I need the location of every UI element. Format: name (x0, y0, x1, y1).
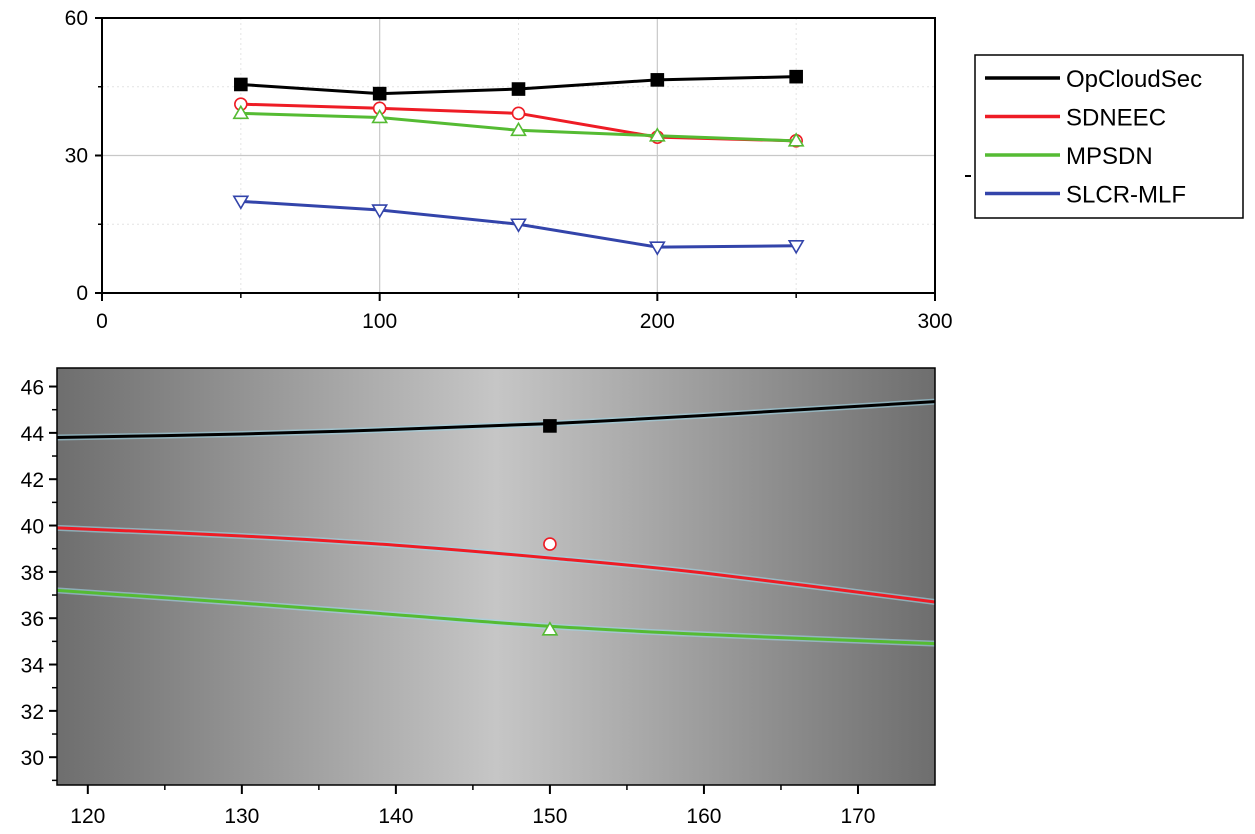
data-point-opcloudsec (650, 73, 665, 87)
zoom-chart-x-tick-label: 150 (532, 805, 567, 828)
zoom-chart-y-tick-label: 44 (21, 423, 45, 446)
series-mpsdn (232, 104, 805, 147)
data-point-opcloudsec (789, 69, 803, 84)
data-point-slcr-mlf (648, 241, 666, 256)
zoom-chart-y-tick-label: 30 (21, 747, 44, 770)
main-chart-x-tick-label: 100 (362, 310, 397, 333)
data-point-slcr-mlf (371, 204, 389, 219)
legend-label-opcloudsec: OpCloudSec (1066, 66, 1202, 93)
zoom-chart-y-tick-label: 46 (21, 377, 44, 400)
zoom-chart-y-tick-label: 32 (21, 701, 44, 724)
main-chart-x-tick-label: 300 (917, 310, 952, 333)
legend-items: OpCloudSec SDNEEC MPSDN SLCR-MLF (985, 66, 1202, 209)
data-point-mpsdn (510, 121, 527, 137)
main-chart-y-tick-label: 0 (76, 282, 88, 305)
zoom-curve-sdneec (56, 526, 936, 604)
legend: OpCloudSec SDNEEC MPSDN SLCR-MLF (974, 54, 1244, 219)
zoom-chart-y-tick-label: 36 (21, 608, 44, 631)
series-slcr-mlf (232, 195, 805, 256)
zoom-data-point-mpsdn (541, 621, 559, 636)
zoom-series-sdneec (56, 524, 936, 605)
zoom-data-point-opcloudsec (543, 419, 557, 433)
zoom-chart-x-tick-label: 140 (378, 805, 413, 828)
main-chart-axes: 0 100 200 300 0 30 60 (65, 7, 953, 333)
main-chart-series (232, 69, 805, 256)
data-point-sdneec (511, 106, 526, 121)
zoom-chart-background (57, 368, 935, 785)
zoom-chart-y-tick-label: 40 (21, 516, 44, 539)
zoom-chart-plot-frame (56, 367, 936, 786)
legend-label-sdneec: SDNEEC (1066, 105, 1166, 132)
data-point-mpsdn (371, 108, 389, 124)
zoom-chart-x-tick-label: 130 (224, 805, 259, 828)
zoom-series-opcloudsec (56, 398, 936, 441)
zoom-series-mpsdn (56, 587, 936, 647)
zoom-chart-series (56, 398, 936, 647)
zoom-chart-x-tick-label: 120 (70, 805, 105, 828)
data-point-mpsdn (787, 132, 805, 147)
data-point-mpsdn (648, 127, 666, 142)
zoom-data-point-sdneec (543, 537, 557, 551)
zoom-chart-x-tick-label: 170 (840, 805, 875, 828)
zoom-chart: 120 130 140 150 160 170 30 32 34 36 38 40 42 44 46 (21, 367, 936, 828)
main-chart-y-tick-label: 30 (65, 145, 88, 168)
data-point-opcloudsec (511, 82, 526, 96)
zoom-chart-y-tick-label: 34 (21, 655, 45, 678)
zoom-curve-mpsdn (56, 588, 936, 646)
data-point-slcr-mlf (232, 195, 250, 210)
main-chart-x-tick-label: 0 (96, 310, 108, 333)
zoom-curve-opcloudsec (56, 400, 936, 439)
data-point-opcloudsec (234, 77, 248, 92)
main-chart: 0 100 200 300 0 30 60 (65, 7, 953, 333)
series-opcloudsec (234, 69, 803, 101)
data-point-slcr-mlf (787, 239, 805, 255)
main-chart-gridlines (102, 18, 935, 293)
main-chart-x-tick-label: 200 (640, 310, 675, 333)
data-point-opcloudsec (372, 86, 387, 101)
legend-label-mpsdn: MPSDN (1066, 143, 1153, 170)
legend-box (974, 54, 1244, 219)
zoom-chart-x-tick-label: 160 (686, 805, 721, 828)
zoom-chart-axes: 120 130 140 150 160 170 30 32 34 36 38 40 42 44 46 (21, 377, 876, 828)
data-point-slcr-mlf (510, 218, 527, 233)
zoom-chart-y-tick-label: 42 (21, 469, 44, 492)
zoom-chart-y-tick-label: 38 (21, 562, 44, 585)
legend-label-slcr-mlf: SLCR-MLF (1066, 182, 1186, 209)
main-chart-y-tick-label: 60 (65, 7, 88, 30)
data-point-mpsdn (232, 104, 250, 120)
